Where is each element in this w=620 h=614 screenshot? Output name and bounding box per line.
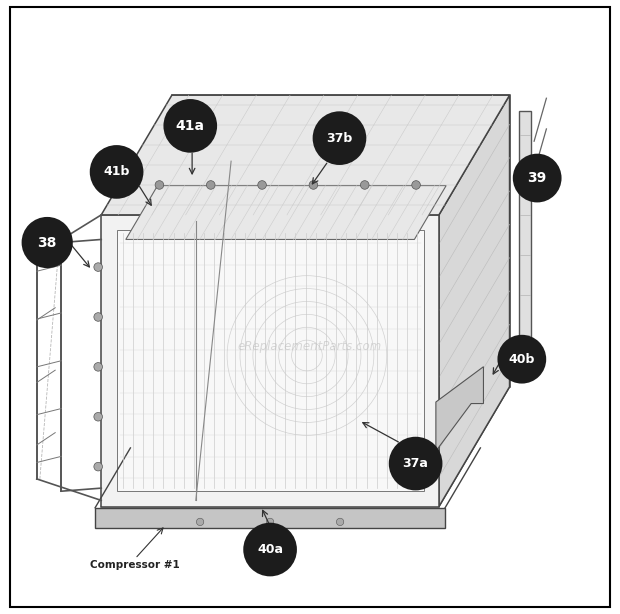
Polygon shape — [436, 367, 484, 451]
Circle shape — [314, 112, 365, 164]
Circle shape — [94, 462, 102, 471]
Polygon shape — [117, 230, 423, 491]
Text: eReplacementParts.com: eReplacementParts.com — [238, 340, 382, 354]
Circle shape — [94, 313, 102, 321]
Text: 40a: 40a — [257, 543, 283, 556]
Circle shape — [164, 100, 216, 152]
Circle shape — [498, 336, 545, 383]
Polygon shape — [172, 95, 510, 387]
Circle shape — [94, 362, 102, 371]
Polygon shape — [126, 185, 446, 239]
Text: 41b: 41b — [104, 165, 130, 179]
Polygon shape — [439, 95, 510, 507]
Text: 38: 38 — [38, 236, 57, 249]
Circle shape — [94, 413, 102, 421]
Text: 41a: 41a — [176, 119, 205, 133]
Circle shape — [412, 181, 420, 189]
Polygon shape — [95, 508, 445, 528]
Circle shape — [94, 263, 102, 271]
Circle shape — [23, 218, 72, 267]
Text: 37b: 37b — [326, 131, 353, 145]
Text: Compressor #1: Compressor #1 — [90, 560, 180, 570]
Circle shape — [206, 181, 215, 189]
Circle shape — [390, 438, 441, 489]
Circle shape — [514, 155, 560, 201]
Text: 40b: 40b — [508, 352, 535, 366]
Circle shape — [337, 518, 343, 526]
Circle shape — [309, 181, 317, 189]
Text: 37a: 37a — [402, 457, 428, 470]
Polygon shape — [101, 95, 510, 215]
Polygon shape — [101, 387, 510, 507]
Circle shape — [258, 181, 267, 189]
Circle shape — [91, 146, 143, 198]
Circle shape — [197, 518, 204, 526]
Circle shape — [244, 524, 296, 575]
Circle shape — [155, 181, 164, 189]
Polygon shape — [101, 215, 439, 507]
Circle shape — [267, 518, 274, 526]
Text: 39: 39 — [528, 171, 547, 185]
Circle shape — [360, 181, 369, 189]
Polygon shape — [519, 111, 531, 359]
